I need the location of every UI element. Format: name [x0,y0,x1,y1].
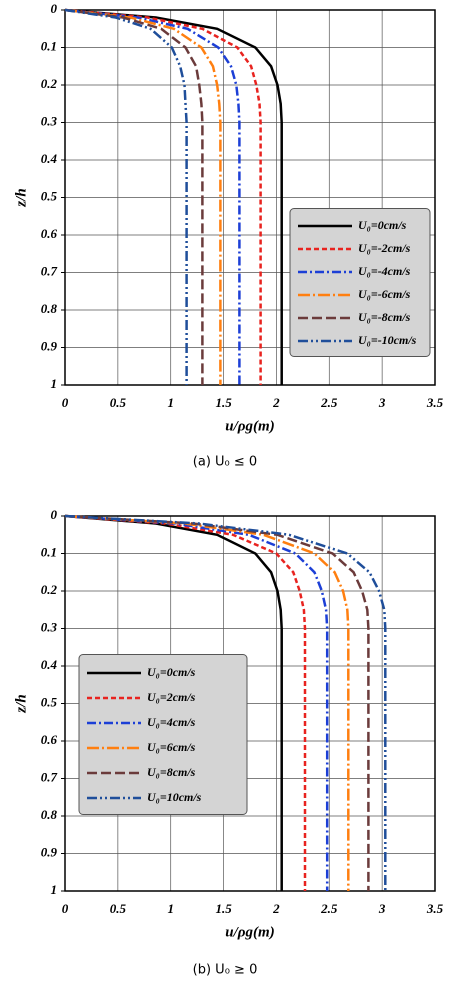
x-tick-label: 0.5 [110,901,127,916]
legend-label: U₀=8cm/s [147,765,196,779]
legend-label: U₀=6cm/s [147,740,196,754]
legend: U₀=0cm/s U₀=-2cm/s U₀=-4cm/s U₀=-6cm/s U₀=-8… [289,208,431,357]
series-line [64,8,241,385]
y-tick-label: 0.6 [41,226,58,241]
chart: 0 0.5 1 1.5 2 2.5 3 3.5 0 0.1 0.2 0.3 0.4 0.5 0.6 0.7 0.… [13,507,443,978]
y-tick-label: 0 [51,507,58,522]
x-tick-label: 3.5 [426,395,444,410]
y-tick-label: 0.3 [41,619,58,634]
x-tick-label: 0 [62,901,69,916]
y-tick-label: 1 [51,376,58,391]
x-tick-label: 0.5 [110,395,127,410]
y-tick-label: 0.9 [41,338,58,353]
x-tick-label: 1 [167,901,174,916]
legend-label: U₀=-8cm/s [358,310,411,324]
y-tick-label: 0.7 [41,263,58,278]
y-axis-title: z/h [13,694,29,713]
plot-frame [64,9,436,386]
y-axis-title: z/h [13,188,29,207]
series-line [64,8,283,385]
series-line [64,8,188,385]
y-tick-label: 0.3 [41,113,58,128]
legend-box [289,208,431,357]
legend-box [78,654,248,815]
legend-label: U₀=0cm/s [147,665,196,679]
y-tick-label: 0.2 [41,582,58,597]
legend-label: U₀=10cm/s [147,790,202,804]
x-axis-title: u/ρg(m) [225,924,274,940]
x-tick-label: 3 [378,395,386,410]
plot-frame [64,515,436,892]
y-tick-label: 0 [51,1,58,16]
series-line [64,8,262,385]
x-tick-label: 2.5 [320,901,338,916]
legend-label: U₀=-2cm/s [358,241,411,255]
x-tick-label: 3 [378,901,386,916]
x-tick-label: 1.5 [215,395,232,410]
y-tick-label: 0.9 [41,844,58,859]
legend-label: U₀=-6cm/s [358,287,411,301]
legend-label: U₀=-4cm/s [358,264,411,278]
y-tick-label: 0.5 [41,694,58,709]
legend-label: U₀=4cm/s [147,715,196,729]
series-line [64,514,283,891]
y-tick-label: 0.4 [41,657,58,672]
y-tick-label: 0.8 [41,301,58,316]
y-tick-label: 0.1 [41,544,57,559]
legend-label: U₀=2cm/s [147,690,196,704]
y-tick-label: 0.5 [41,188,58,203]
x-tick-label: 2 [272,395,280,410]
series-line [64,514,329,891]
y-tick-label: 0.1 [41,38,57,53]
chart: 0 0.5 1 1.5 2 2.5 3 3.5 0 0.1 0.2 0.3 0.4 0.5 0.6 0.7 0.… [13,1,443,470]
x-tick-label: 1.5 [215,901,232,916]
caption: (a) U₀ ≤ 0 [193,455,257,470]
series-line [64,514,387,891]
legend-label: U₀=-10cm/s [358,333,417,347]
y-tick-label: 0.8 [41,807,58,822]
y-tick-label: 0.2 [41,76,58,91]
series-line [64,514,370,891]
series-line [64,514,307,891]
x-tick-label: 1 [167,395,174,410]
x-tick-label: 2 [272,901,280,916]
y-tick-label: 0.7 [41,769,58,784]
series-line [64,8,222,385]
x-tick-label: 3.5 [426,901,444,916]
caption: (b) U₀ ≥ 0 [193,963,258,978]
series-line [64,8,204,385]
y-tick-label: 1 [51,882,58,897]
legend-label: U₀=0cm/s [358,218,407,232]
legend: U₀=0cm/s U₀=2cm/s U₀=4cm/s U₀=6cm/s U₀=8cm/s… [78,654,248,815]
x-axis-title: u/ρg(m) [225,418,274,434]
y-tick-label: 0.6 [41,732,58,747]
x-tick-label: 0 [62,395,69,410]
y-tick-label: 0.4 [41,151,58,166]
x-tick-label: 2.5 [320,395,338,410]
